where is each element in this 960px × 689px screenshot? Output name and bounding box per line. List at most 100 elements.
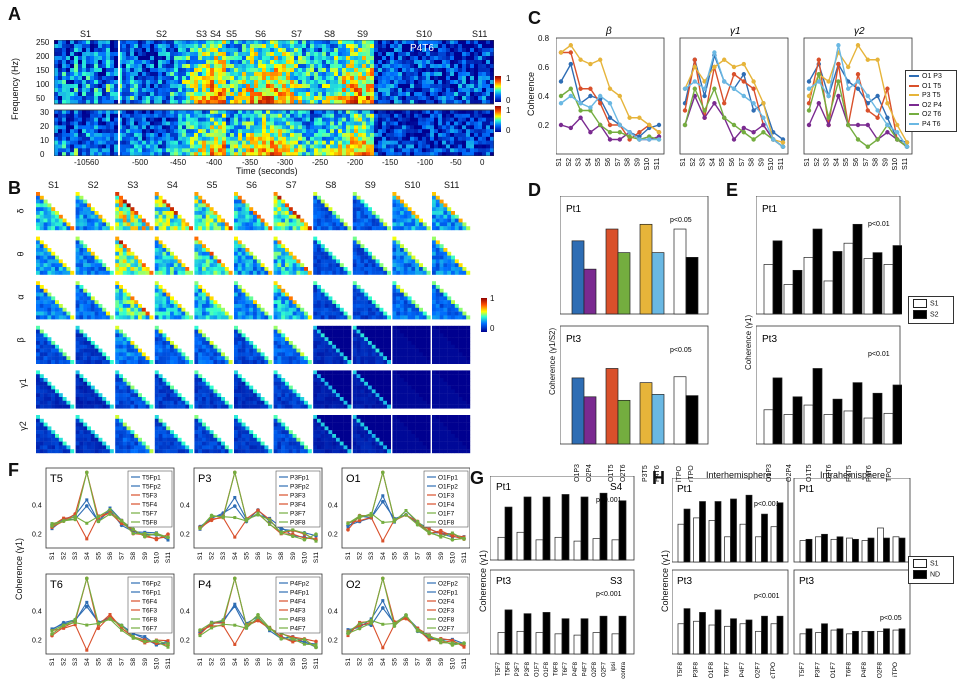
bar	[523, 613, 532, 655]
panel-c-point	[712, 50, 717, 55]
panel-letter-b: B	[8, 178, 21, 198]
panel-e-patient-0: Pt1	[762, 204, 777, 215]
panel-c-point	[656, 130, 662, 135]
bar	[580, 618, 589, 655]
panel-a-xlabel: Time (seconds)	[236, 166, 298, 176]
bar	[554, 536, 563, 561]
panel-b-band-2: α	[15, 294, 26, 300]
panel-f-point	[233, 602, 237, 606]
panel-h-xlabel-0-6: cTPO	[770, 662, 777, 679]
panel-c-point	[588, 61, 593, 67]
panel-b-matrix-0-1	[75, 192, 114, 231]
panel-c-point	[702, 115, 707, 120]
panel-c-point	[761, 101, 766, 106]
panel-f-legend-4	[275, 576, 321, 634]
panel-c-point	[816, 72, 821, 77]
bar	[693, 620, 700, 655]
bar	[745, 619, 753, 655]
panel-f-xtick-0-0: S1	[49, 552, 56, 560]
bar	[805, 628, 813, 655]
panel-e-sig-0: p<0.01	[868, 221, 890, 228]
bar	[504, 609, 513, 655]
panel-c-point	[607, 137, 613, 142]
bar	[571, 377, 585, 445]
panel-h-patient-1-1: Pt3	[799, 576, 814, 587]
panel-e-chart-1: Pt3 p<0.01	[756, 325, 902, 445]
panel-b-matrix-1-2	[115, 236, 154, 275]
bar	[852, 630, 859, 655]
panel-f-point	[427, 638, 431, 642]
panel-f-title-1: P3	[198, 473, 211, 485]
panel-b-matrix-1-9	[392, 236, 431, 275]
bar	[883, 628, 890, 655]
panel-b-band-5: γ2	[17, 421, 28, 431]
panel-f-xtick-0-3: S4	[84, 552, 91, 560]
bar	[535, 632, 544, 655]
bar	[883, 264, 894, 315]
bar	[699, 612, 706, 655]
panel-b-matrix-2-1	[75, 281, 114, 320]
panel-c-point	[578, 57, 583, 62]
bar	[516, 531, 525, 561]
panel-f-point	[439, 641, 443, 645]
panel-f-point	[392, 517, 397, 522]
panel-c-point	[598, 101, 603, 106]
panel-b-matrix-3-3	[154, 325, 193, 364]
bar	[763, 264, 774, 315]
panel-f-point	[381, 622, 385, 626]
panel-c-point	[722, 79, 727, 84]
panel-f-point	[358, 622, 362, 626]
panel-c-point	[855, 122, 861, 128]
bar	[877, 630, 884, 655]
bar	[583, 268, 597, 315]
panel-h-xlabel-0-5: O2F7	[755, 662, 762, 679]
bar	[872, 252, 883, 315]
panel-f-point	[154, 531, 159, 536]
bar	[730, 618, 737, 655]
panel-b-matrix-5-9	[392, 415, 431, 454]
panel-f-point	[268, 522, 272, 526]
panel-h-legend-item: S1	[913, 559, 939, 568]
panel-f-xtick-5-9: S10	[449, 658, 456, 670]
panel-f-xtick-2-1: S2	[357, 552, 364, 560]
panel-c-point	[627, 115, 632, 120]
panel-g-xlabel-1: T5F8	[506, 661, 512, 676]
panel-a-session-s8: S8	[324, 29, 336, 39]
panel-f-point	[450, 537, 455, 542]
panel-a-spectrogram	[54, 40, 494, 156]
panel-c-point	[895, 122, 900, 128]
panel-b-matrix-1-7	[313, 236, 352, 275]
panel-f-ytick-3-1: 0.2	[32, 637, 42, 644]
panel-b-matrix-0-2	[115, 192, 154, 231]
panel-h-xlabel-1-1: P3F7	[815, 662, 822, 678]
bar	[583, 396, 597, 445]
panel-f-point	[73, 621, 77, 625]
panel-f-legend-label-4-2: P4F4	[290, 599, 306, 606]
bar	[867, 630, 875, 655]
panel-b-session-s5: S5	[206, 180, 218, 190]
panel-c-point	[607, 86, 613, 91]
panel-h-chart-1-1: Pt3 p<0.05	[793, 569, 911, 655]
legend-swatch	[909, 84, 919, 87]
bar	[535, 539, 544, 561]
panel-f-xtick-5-8: S9	[438, 658, 445, 666]
panel-b-matrix-5-7	[313, 415, 352, 454]
bar	[651, 252, 665, 315]
panel-a-ylabel: Frequency (Hz)	[10, 57, 20, 120]
panel-c-point	[885, 101, 890, 106]
panel-c-point	[731, 137, 737, 142]
panel-c-legend-item: O2 P4	[909, 102, 942, 109]
panel-c-point	[741, 93, 746, 99]
panel-g-xlabel-12: ipsi	[611, 662, 617, 671]
panel-c-subplot-1: γ1 S1 S2 S3 S4 S5 S6 S7 S8 S9 S10 S11	[679, 26, 789, 170]
panel-f-xtick-4-0: S1	[197, 658, 204, 666]
panel-c-legend-item: P4 T6	[909, 121, 941, 128]
panel-c-point	[875, 93, 880, 99]
panel-f-ytick-0-1: 0.2	[32, 531, 42, 538]
panel-f-xtick-3-10: S11	[165, 658, 172, 669]
panel-f-point	[166, 639, 170, 643]
panel-h-ylabel: Coherence (γ1)	[660, 549, 670, 612]
panel-c-xtick-1-8: S9	[758, 158, 765, 167]
panel-c-point	[598, 57, 603, 62]
panel-b-matrix-3-0	[36, 325, 75, 364]
